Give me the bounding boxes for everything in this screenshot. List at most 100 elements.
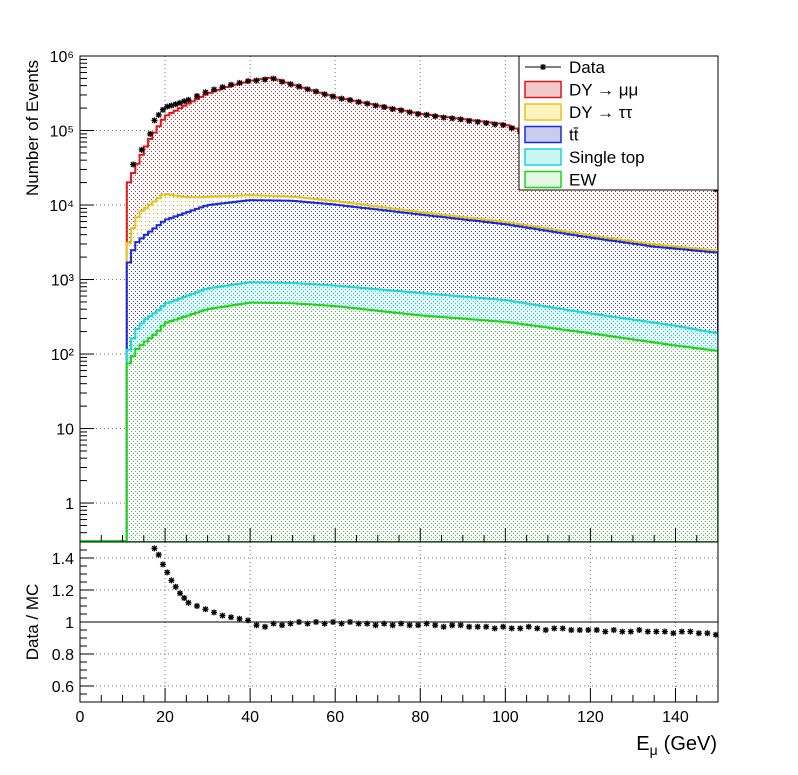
ratio-point xyxy=(398,620,405,627)
legend-label: Data xyxy=(569,58,605,77)
stack-ew xyxy=(125,301,718,542)
legend-entry-dy-: DY → μμ xyxy=(524,81,638,100)
ratio-point xyxy=(185,599,192,606)
main-y-axis-label: Number of Events xyxy=(23,60,42,196)
data-point xyxy=(236,79,243,86)
ratio-point xyxy=(695,630,702,637)
data-point xyxy=(202,89,209,96)
ratio-point xyxy=(176,590,183,597)
x-axis-label-unit: (GeV) xyxy=(664,733,717,755)
ratio-point xyxy=(500,623,507,630)
ratio-point xyxy=(449,622,456,629)
ratio-point xyxy=(262,623,269,630)
ratio-point xyxy=(355,620,362,627)
ratio-point xyxy=(644,628,651,635)
x-axis-label: Eμ (GeV) xyxy=(636,733,717,758)
data-point xyxy=(423,111,430,118)
legend-entry-ttbar: tt̄ xyxy=(524,125,579,145)
data-point xyxy=(296,83,303,90)
ratio-y-tick-label: 0.8 xyxy=(52,647,74,664)
ratio-y-tick-label: 1 xyxy=(65,615,74,632)
data-point xyxy=(287,81,294,88)
x-tick-label: 80 xyxy=(411,709,429,726)
ratio-point xyxy=(406,622,413,629)
ratio-point xyxy=(627,628,634,635)
legend-swatch xyxy=(524,170,562,189)
ratio-point xyxy=(338,620,345,627)
data-point xyxy=(347,96,354,103)
x-tick-label: 20 xyxy=(156,709,174,726)
legend-data-marker xyxy=(540,64,546,70)
ratio-point xyxy=(704,630,711,637)
data-point xyxy=(398,107,405,114)
data-point xyxy=(164,103,171,110)
y-tick-label: 10² xyxy=(51,347,75,364)
main-y-axis: 1 10 10² 10³ 10⁴ 10⁵ 10⁶ xyxy=(49,49,94,534)
legend-entry-dy-: DY → ττ xyxy=(524,103,632,122)
x-tick-label: 60 xyxy=(326,709,344,726)
ratio-y-axis-label: Data / MC xyxy=(23,584,42,661)
data-point xyxy=(304,86,311,93)
ratio-point xyxy=(270,620,277,627)
x-axis: 0 20 40 60 80 100 120 140 xyxy=(76,528,698,726)
data-point xyxy=(210,86,217,93)
ratio-point xyxy=(525,623,532,630)
ratio-y-tick-label: 1.4 xyxy=(52,551,74,568)
ratio-point xyxy=(227,614,234,621)
data-point xyxy=(500,122,507,129)
ratio-point xyxy=(610,627,617,633)
y-tick-label: 1 xyxy=(65,496,74,513)
data-point xyxy=(491,121,498,128)
legend-label: EW xyxy=(569,171,596,190)
ratio-point xyxy=(712,631,718,638)
data-point xyxy=(245,78,252,85)
ratio-point xyxy=(593,627,600,633)
data-point xyxy=(406,109,413,116)
data-point xyxy=(432,113,439,120)
data-point xyxy=(321,91,328,98)
legend: Data DY → μμ DY → ττ tt̄ Single top EW xyxy=(518,55,719,191)
data-point xyxy=(219,84,226,91)
ratio-point xyxy=(661,628,668,635)
data-point xyxy=(147,130,154,137)
ratio-point xyxy=(568,627,575,633)
data-point xyxy=(338,95,345,102)
data-point xyxy=(151,117,158,124)
ratio-point xyxy=(253,622,260,629)
data-point xyxy=(279,78,286,85)
data-point xyxy=(330,93,337,100)
x-tick-label: 40 xyxy=(241,709,259,726)
y-tick-label: 10⁵ xyxy=(50,124,74,141)
legend-label: DY → μμ xyxy=(569,81,638,100)
ratio-point xyxy=(313,619,320,625)
ratio-points xyxy=(151,545,718,638)
data-point xyxy=(193,93,200,100)
ratio-point xyxy=(491,625,498,632)
ratio-point xyxy=(279,622,286,629)
x-tick-label: 140 xyxy=(662,709,689,726)
ratio-point xyxy=(236,615,243,622)
ratio-point xyxy=(181,595,188,601)
data-point xyxy=(449,115,456,122)
ratio-point xyxy=(466,623,473,630)
ratio-point xyxy=(304,620,311,627)
data-point xyxy=(372,102,379,109)
ratio-point xyxy=(585,627,592,633)
legend-swatch xyxy=(524,148,562,166)
stacked-histograms xyxy=(80,76,718,542)
x-axis-label-subscript: μ xyxy=(650,742,658,758)
legend-swatch xyxy=(524,125,562,144)
data-point xyxy=(415,110,422,117)
ratio-point xyxy=(219,612,226,619)
ratio-point xyxy=(432,622,439,629)
ratio-point xyxy=(670,630,677,637)
ratio-point xyxy=(159,561,166,568)
ratio-point xyxy=(287,620,294,627)
ratio-point xyxy=(296,619,303,625)
ratio-point xyxy=(415,622,422,629)
data-point xyxy=(253,77,260,84)
ratio-point xyxy=(551,625,558,632)
data-point xyxy=(457,116,464,123)
ratio-point xyxy=(474,623,481,630)
ratio-point xyxy=(330,619,337,625)
